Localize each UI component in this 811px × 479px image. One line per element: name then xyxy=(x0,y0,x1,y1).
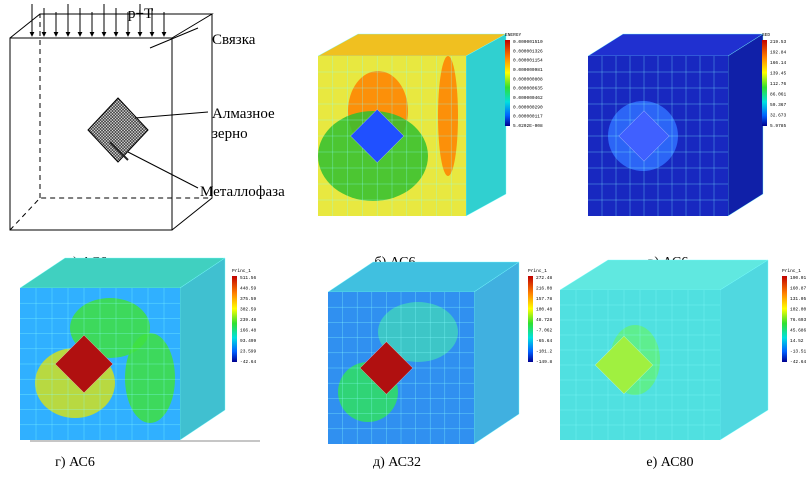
legend-value: -42.64 xyxy=(790,359,807,365)
legend-value: -65.64 xyxy=(536,338,553,344)
legend-value: 32.673 xyxy=(770,113,787,119)
legend-value: 0.000000808 xyxy=(513,76,543,82)
legend-value: 511.56 xyxy=(240,275,257,281)
legend-value: 23.599 xyxy=(240,349,257,355)
legend-value: 14.52 xyxy=(790,338,804,344)
cube-side xyxy=(728,34,763,216)
legend-title: ENERGY xyxy=(505,32,522,38)
colorbar xyxy=(762,40,767,126)
legend-value: 59.367 xyxy=(770,102,787,108)
binder-label: Связка xyxy=(212,32,256,48)
grain-label: зерно xyxy=(212,126,248,142)
cube-side xyxy=(180,258,225,440)
load-label: p+T xyxy=(128,6,153,22)
legend-value: 76.693 xyxy=(790,317,807,323)
legend-value: 302.59 xyxy=(240,307,257,313)
cube-side xyxy=(474,262,519,444)
metal-label: Металлофаза xyxy=(200,184,285,200)
legend-value: 0.000000462 xyxy=(513,95,543,101)
legend-value: 448.59 xyxy=(240,286,257,292)
legend-value: 86.061 xyxy=(770,92,787,98)
model-cube xyxy=(588,34,763,216)
legend-value: 0.000001510 xyxy=(513,39,543,45)
legend-value: 160.87 xyxy=(790,286,807,292)
colorbar xyxy=(232,276,237,362)
legend-value: 166.14 xyxy=(770,60,787,66)
legend-value: 272.48 xyxy=(536,275,553,281)
legend-value: -13.51 xyxy=(790,349,807,355)
legend-value: 0.000000117 xyxy=(513,114,543,120)
colorbar xyxy=(505,40,510,126)
model-cube xyxy=(560,260,768,440)
legend-value: 139.45 xyxy=(770,71,787,77)
legend-value: 239.48 xyxy=(240,317,257,323)
legend-value: 100.48 xyxy=(536,307,553,313)
field-zone xyxy=(438,56,458,176)
cube-side xyxy=(466,34,506,216)
caption: е) АС80 xyxy=(646,455,693,470)
model-cube xyxy=(20,258,225,440)
colorbar xyxy=(528,276,533,362)
legend-value: 157.78 xyxy=(536,296,553,302)
legend-value: 0.000001326 xyxy=(513,48,543,54)
legend-value: -7.062 xyxy=(536,328,553,334)
legend-value: 93.499 xyxy=(240,338,257,344)
model-cube xyxy=(318,34,506,216)
legend-value: 192.84 xyxy=(770,50,787,56)
legend-value: 190.01 xyxy=(790,275,807,281)
legend-title: Princ_1 xyxy=(528,268,547,274)
legend-value: 5.9785 xyxy=(770,123,787,129)
legend-value: 48.728 xyxy=(536,317,553,323)
legend-value: 102.00 xyxy=(790,307,807,313)
colorbar xyxy=(782,276,787,362)
legend-title: Princ_1 xyxy=(782,268,801,274)
legend-value: -149.8 xyxy=(536,359,553,365)
legend-value: 0.000000290 xyxy=(513,104,543,110)
legend-value: 166.48 xyxy=(240,328,257,334)
figure: p+TСвязкаАлмазноезерноМеталлофазаа) АС6б… xyxy=(0,0,811,479)
cube-side xyxy=(720,260,768,440)
caption: д) АС32 xyxy=(373,455,421,470)
legend-value: 375.59 xyxy=(240,296,257,302)
legend-value: -101.2 xyxy=(536,349,553,355)
legend-value: -42.64 xyxy=(240,359,257,365)
schematic xyxy=(10,14,212,230)
legend-value: 131.05 xyxy=(790,296,807,302)
model-cube xyxy=(328,262,519,444)
legend-value: 5.0202E-008 xyxy=(513,123,543,129)
legend-value: 216.08 xyxy=(536,286,553,292)
legend-value: 45.686 xyxy=(790,328,807,334)
legend-value: 112.76 xyxy=(770,81,787,87)
grain-label: Алмазное xyxy=(212,106,275,122)
legend-value: 219.53 xyxy=(770,39,787,45)
legend-value: 0.000000981 xyxy=(513,67,543,73)
legend-title: SED xyxy=(762,32,770,38)
legend-value: 0.000001154 xyxy=(513,58,543,64)
caption: г) АС6 xyxy=(55,455,95,470)
legend-value: 0.000000635 xyxy=(513,86,543,92)
legend-title: Princ_1 xyxy=(232,268,251,274)
